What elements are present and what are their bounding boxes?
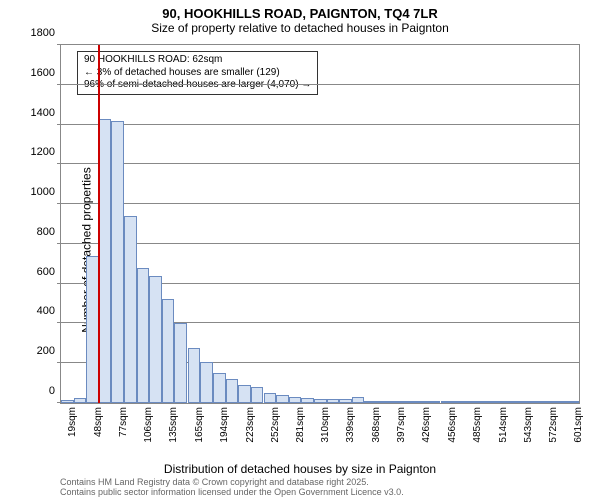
histogram-bar — [453, 401, 466, 403]
histogram-bar — [61, 400, 74, 403]
histogram-bar — [504, 401, 517, 403]
xtick-label: 223sqm — [245, 407, 256, 443]
ytick-label: 400 — [37, 305, 55, 317]
annotation-line: 90 HOOKHILLS ROAD: 62sqm — [84, 54, 311, 67]
grid-line — [61, 203, 579, 204]
ytick-mark — [57, 84, 61, 85]
histogram-bar — [238, 385, 251, 403]
histogram-bar — [529, 401, 542, 403]
xtick-label: 19sqm — [67, 407, 78, 437]
xtick-label: 339sqm — [345, 407, 356, 443]
histogram-bar — [86, 256, 99, 403]
ytick-mark — [57, 44, 61, 45]
annotation-box: 90 HOOKHILLS ROAD: 62sqm ← 3% of detache… — [77, 51, 318, 95]
histogram-bar — [479, 401, 492, 403]
histogram-bar — [554, 401, 567, 403]
xtick-label: 48sqm — [93, 407, 104, 437]
grid-line — [61, 124, 579, 125]
histogram-bar — [264, 393, 277, 403]
histogram-bar — [301, 398, 314, 403]
ytick-mark — [57, 322, 61, 323]
chart-title: 90, HOOKHILLS ROAD, PAIGNTON, TQ4 7LR — [0, 0, 600, 21]
xtick-label: 543sqm — [523, 407, 534, 443]
ytick-label: 0 — [49, 385, 55, 397]
ytick-label: 1600 — [31, 67, 55, 79]
xtick-label: 456sqm — [447, 407, 458, 443]
histogram-bar — [174, 323, 187, 403]
histogram-bar — [491, 401, 504, 403]
xtick-label: 77sqm — [118, 407, 129, 437]
xtick-label: 135sqm — [168, 407, 179, 443]
histogram-bar — [111, 121, 124, 403]
chart-subtitle: Size of property relative to detached ho… — [0, 21, 600, 39]
xtick-label: 572sqm — [548, 407, 559, 443]
ytick-label: 800 — [37, 226, 55, 238]
histogram-bar — [137, 268, 150, 403]
chart-container: 90, HOOKHILLS ROAD, PAIGNTON, TQ4 7LR Si… — [0, 0, 600, 500]
xtick-label: 368sqm — [371, 407, 382, 443]
histogram-bar — [427, 401, 440, 403]
histogram-bar — [516, 401, 529, 403]
grid-line — [61, 163, 579, 164]
ytick-mark — [57, 203, 61, 204]
xtick-label: 281sqm — [295, 407, 306, 443]
histogram-bar — [188, 348, 201, 403]
ytick-label: 1800 — [31, 27, 55, 39]
xtick-label: 485sqm — [472, 407, 483, 443]
histogram-bar — [339, 399, 352, 403]
histogram-bar — [390, 401, 403, 403]
histogram-bar — [466, 401, 479, 403]
footer-text: Contains HM Land Registry data © Crown c… — [60, 478, 404, 498]
xtick-label: 165sqm — [194, 407, 205, 443]
marker-line — [98, 45, 100, 403]
ytick-mark — [57, 163, 61, 164]
histogram-bar — [149, 276, 162, 403]
histogram-bar — [162, 299, 175, 403]
histogram-bar — [99, 119, 112, 403]
ytick-mark — [57, 243, 61, 244]
x-axis-label: Distribution of detached houses by size … — [0, 462, 600, 476]
ytick-label: 1000 — [31, 186, 55, 198]
ytick-label: 1400 — [31, 107, 55, 119]
ytick-mark — [57, 283, 61, 284]
ytick-mark — [57, 362, 61, 363]
xtick-label: 397sqm — [396, 407, 407, 443]
histogram-bar — [314, 399, 327, 403]
ytick-mark — [57, 124, 61, 125]
xtick-label: 514sqm — [498, 407, 509, 443]
histogram-bar — [377, 401, 390, 403]
grid-line — [61, 243, 579, 244]
grid-line — [61, 84, 579, 85]
histogram-bar — [226, 379, 239, 403]
histogram-bar — [276, 395, 289, 403]
plot-area: 90 HOOKHILLS ROAD: 62sqm ← 3% of detache… — [60, 44, 580, 404]
ytick-label: 200 — [37, 345, 55, 357]
histogram-bar — [415, 401, 428, 403]
histogram-bar — [542, 401, 555, 403]
xtick-label: 310sqm — [320, 407, 331, 443]
xtick-label: 426sqm — [421, 407, 432, 443]
histogram-bar — [289, 397, 302, 403]
histogram-bar — [251, 387, 264, 403]
histogram-bar — [74, 398, 87, 403]
xtick-label: 601sqm — [573, 407, 584, 443]
histogram-bar — [200, 362, 213, 403]
ytick-label: 1200 — [31, 146, 55, 158]
histogram-bar — [213, 373, 226, 403]
histogram-bar — [124, 216, 137, 403]
annotation-line: 96% of semi-detached houses are larger (… — [84, 79, 311, 92]
ytick-label: 600 — [37, 266, 55, 278]
histogram-bar — [567, 401, 580, 403]
xtick-label: 194sqm — [219, 407, 230, 443]
histogram-bar — [441, 401, 454, 403]
histogram-bar — [327, 399, 340, 403]
histogram-bar — [352, 397, 365, 403]
annotation-line: ← 3% of detached houses are smaller (129… — [84, 67, 311, 80]
histogram-bar — [402, 401, 415, 403]
histogram-bar — [364, 401, 377, 403]
xtick-label: 252sqm — [270, 407, 281, 443]
footer-line: Contains public sector information licen… — [60, 488, 404, 498]
xtick-label: 106sqm — [143, 407, 154, 443]
